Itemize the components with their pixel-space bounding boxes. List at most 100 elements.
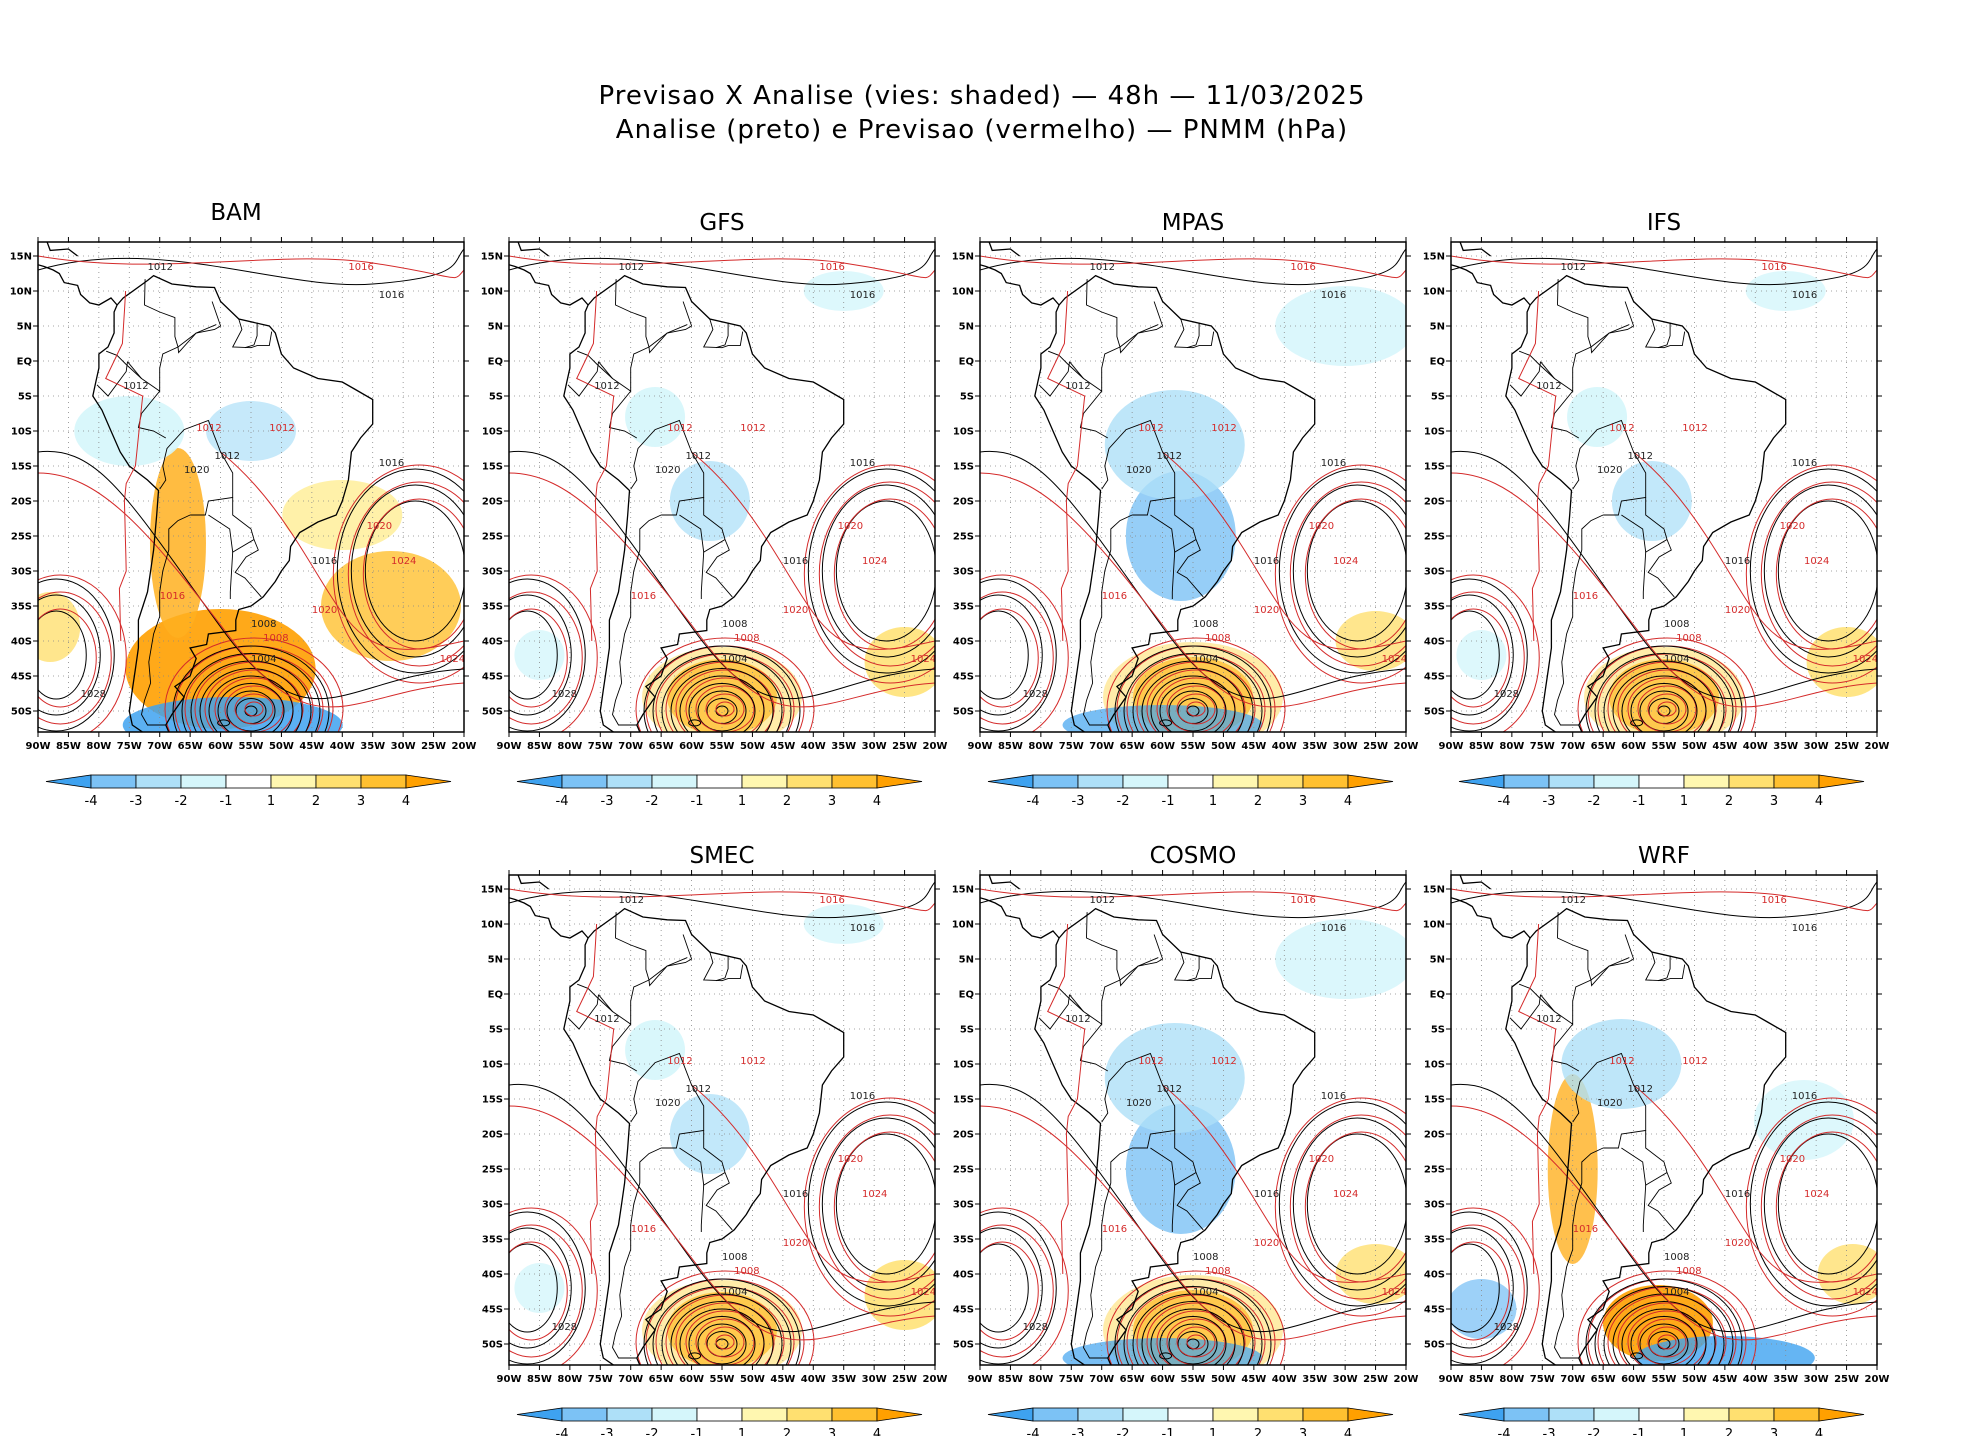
country-border xyxy=(106,350,142,379)
forecast-contour-label: 1016 xyxy=(1761,895,1786,906)
lat-tick-label: 20S xyxy=(953,497,974,508)
colorbar-swatch xyxy=(1212,1407,1259,1422)
forecast-contour-label: 1024 xyxy=(911,1287,936,1298)
colorbar-swatch xyxy=(1032,774,1079,789)
analysis-contour-label: 1004 xyxy=(722,654,747,665)
colorbar-label: 2 xyxy=(783,794,791,809)
lon-tick-label: 90W xyxy=(497,741,522,752)
forecast-contour-label: 1024 xyxy=(862,1189,887,1200)
panel-ifs: IFS1012101610161012101210201008100410281… xyxy=(1423,210,1890,809)
colorbar-label: -4 xyxy=(1498,794,1511,809)
lon-tick-label: 70W xyxy=(1089,1374,1114,1385)
analysis-contour-label: 1012 xyxy=(1561,895,1586,906)
forecast-contour-label: 1012 xyxy=(740,1056,765,1067)
colorbar-swatch xyxy=(1683,774,1730,789)
colorbar-swatch xyxy=(1077,1407,1124,1422)
lon-tick-label: 65W xyxy=(1120,741,1145,752)
colorbar-label: -3 xyxy=(601,794,614,809)
analysis-contour-label: 1016 xyxy=(1321,290,1346,301)
lon-tick-label: 40W xyxy=(1743,741,1768,752)
lat-tick-label: 10N xyxy=(1423,920,1445,931)
lon-tick-label: 25W xyxy=(1834,1374,1859,1385)
analysis-contour-label: 1004 xyxy=(1664,1287,1689,1298)
colorbar-swatch xyxy=(1122,774,1169,789)
colorbar-swatch xyxy=(1122,1407,1169,1422)
forecast-isobar xyxy=(1637,685,1697,732)
forecast-contour-label: 1016 xyxy=(1761,262,1786,273)
country-border xyxy=(612,1147,662,1359)
colorbar-label: 1 xyxy=(1680,794,1688,809)
forecast-contour-label: 1024 xyxy=(1804,556,1829,567)
lat-tick-label: 35S xyxy=(11,602,32,613)
lat-tick-label: 10N xyxy=(481,287,503,298)
colorbar-label: 3 xyxy=(1770,794,1778,809)
analysis-contour-label: 1012 xyxy=(1090,895,1115,906)
country-border xyxy=(1557,279,1592,348)
country-border xyxy=(577,983,613,1012)
lon-tick-label: 50W xyxy=(740,741,765,752)
colorbar-label: -4 xyxy=(1027,1427,1040,1436)
country-border xyxy=(1176,1172,1204,1231)
forecast-isobar xyxy=(1647,1326,1687,1358)
lon-tick-label: 75W xyxy=(588,741,613,752)
country-border xyxy=(231,318,273,349)
analysis-isobar xyxy=(661,660,783,732)
lon-tick-label: 20W xyxy=(452,741,477,752)
colorbar-swatch xyxy=(1638,1407,1685,1422)
analysis-contour-label: 1008 xyxy=(1193,1252,1218,1263)
lon-tick-label: 90W xyxy=(26,741,51,752)
colorbar-label: -2 xyxy=(1117,794,1130,809)
country-border xyxy=(648,324,688,348)
colorbar-label: -3 xyxy=(1072,794,1085,809)
lat-tick-label: 15S xyxy=(953,1095,974,1106)
colorbar-label: -3 xyxy=(601,1427,614,1436)
analysis-contour-label: 1028 xyxy=(552,1322,577,1333)
forecast-isobar xyxy=(675,669,775,732)
country-border xyxy=(612,514,662,726)
analysis-contour-label: 1008 xyxy=(722,1252,747,1263)
analysis-contour-label: 1016 xyxy=(312,556,337,567)
lon-tick-label: 70W xyxy=(1560,741,1585,752)
lon-tick-label: 90W xyxy=(1439,1374,1464,1385)
forecast-contour-label: 1008 xyxy=(734,633,759,644)
country-border xyxy=(648,957,688,981)
analysis-contour-label: 1020 xyxy=(655,1098,680,1109)
lat-tick-label: 35S xyxy=(482,1235,503,1246)
country-border xyxy=(1119,957,1159,981)
analysis-contour-label: 1016 xyxy=(783,1189,808,1200)
analysis-contour-label: 1016 xyxy=(1725,1189,1750,1200)
forecast-isobar xyxy=(1617,1302,1717,1365)
lon-tick-label: 45W xyxy=(770,741,795,752)
forecast-isobar xyxy=(1176,1326,1216,1358)
colorbar-label: -3 xyxy=(1543,1427,1556,1436)
colorbar-label: 3 xyxy=(1299,1427,1307,1436)
colorbar-label: -1 xyxy=(1633,794,1646,809)
forecast-contour-label: 1024 xyxy=(1382,654,1407,665)
analysis-contour-label: 1012 xyxy=(1536,381,1561,392)
lat-tick-label: 15N xyxy=(10,252,32,263)
forecast-contour-label: 1020 xyxy=(312,605,337,616)
colorbar-label: -2 xyxy=(646,1427,659,1436)
country-border xyxy=(1083,1147,1133,1359)
forecast-isobar xyxy=(665,1294,785,1365)
bias-shade xyxy=(149,448,206,638)
analysis-isobar xyxy=(1612,1301,1716,1365)
lon-tick-label: 70W xyxy=(618,1374,643,1385)
analysis-contour-label: 1016 xyxy=(850,458,875,469)
country-border xyxy=(1101,419,1176,516)
colorbar-label: -4 xyxy=(556,1427,569,1436)
analysis-contour-label: 1012 xyxy=(619,895,644,906)
lat-tick-label: 10S xyxy=(1424,427,1445,438)
lon-tick-label: 25W xyxy=(1363,1374,1388,1385)
forecast-isobar xyxy=(1186,1334,1206,1350)
forecast-isobar xyxy=(234,693,274,725)
country-border xyxy=(630,1052,705,1149)
lon-tick-label: 85W xyxy=(998,741,1023,752)
lon-tick-label: 65W xyxy=(649,1374,674,1385)
colorbar-label: 4 xyxy=(1344,1427,1352,1436)
colorbar-swatch xyxy=(1257,774,1304,789)
forecast-isobar xyxy=(1637,1318,1697,1365)
forecast-isobar xyxy=(164,637,344,732)
lat-tick-label: 40S xyxy=(482,1270,503,1281)
analysis-isobar xyxy=(1114,645,1272,732)
